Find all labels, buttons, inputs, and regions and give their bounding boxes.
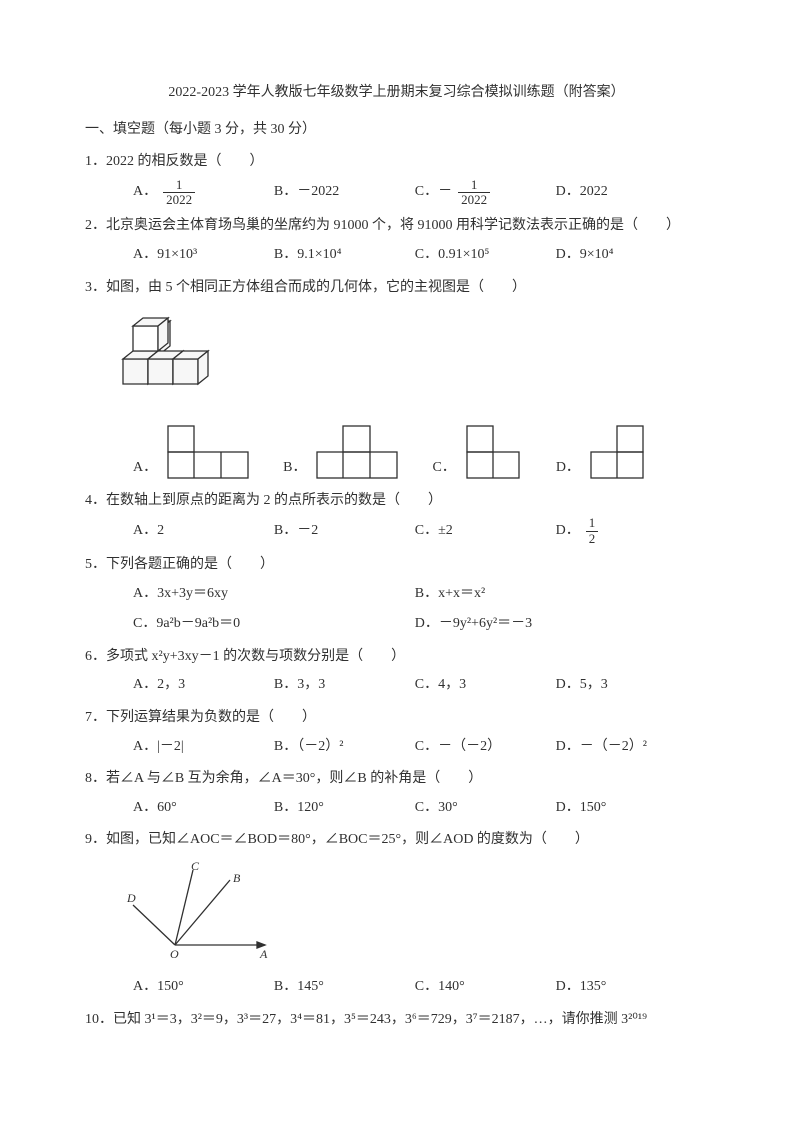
q3-opt-c: C．: [432, 422, 525, 482]
q2-opt-d: D．9×10⁴: [556, 242, 697, 269]
page-title: 2022-2023 学年人教版七年级数学上册期末复习综合模拟训练题（附答案）: [85, 80, 708, 107]
q6-opt-b: B．3，3: [274, 672, 415, 699]
q9-options: A．150° B．145° C．140° D．135°: [133, 974, 708, 1001]
q8-options: A．60° B．120° C．30° D．150°: [133, 795, 708, 822]
q8-opt-b: B．120°: [274, 795, 415, 822]
q5-opt-a: A．3x+3y＝6xy: [133, 581, 415, 608]
q2-options: A．91×10³ B．9.1×10⁴ C．0.91×10⁵ D．9×10⁴: [133, 242, 708, 269]
q10-stem: 10．已知 3¹＝3，3²＝9，3³＝27，3⁴＝81，3⁵＝243，3⁶＝72…: [85, 1007, 708, 1034]
q5-opt-b: B．x+x＝x²: [415, 581, 697, 608]
q2-opt-a: A．91×10³: [133, 242, 274, 269]
frac-den: 2: [586, 532, 599, 546]
q6-opt-c: C．4，3: [415, 672, 556, 699]
q3-opt-a: A．: [133, 422, 253, 482]
q9-figure: D C B O A: [125, 860, 708, 971]
q3-view-c-icon: [462, 422, 526, 482]
q3-view-a-icon: [163, 422, 253, 482]
q5-options-row2: C．9a²b－9a²b＝0 D．－9y²+6y²＝－3: [133, 611, 708, 638]
q3-view-b-icon: [312, 422, 402, 482]
q8-opt-a: A．60°: [133, 795, 274, 822]
q4-opt-c: C．±2: [415, 516, 556, 546]
frac-den: 2022: [458, 193, 490, 207]
q3-opt-d: D．: [556, 422, 650, 482]
q7-opt-b: B．（－2）²: [274, 734, 415, 761]
q1-opt-a: A． 1 2022: [133, 178, 274, 208]
q6-opt-d: D．5，3: [556, 672, 697, 699]
q7-stem: 7．下列运算结果为负数的是（ ）: [85, 705, 708, 732]
q1-opt-c: C．－ 1 2022: [415, 178, 556, 208]
q8-opt-d: D．150°: [556, 795, 697, 822]
q5-opt-d: D．－9y²+6y²＝－3: [415, 611, 697, 638]
frac-num: 1: [458, 178, 490, 193]
q4-opt-b: B．－2: [274, 516, 415, 546]
q5-options-row1: A．3x+3y＝6xy B．x+x＝x²: [133, 581, 708, 608]
q2-stem: 2．北京奥运会主体育场鸟巢的坐席约为 91000 个，将 91000 用科学记数…: [85, 213, 708, 240]
q3-opt-b: B．: [283, 422, 402, 482]
q1-opt-d: D．2022: [556, 178, 697, 208]
q1-opt-b: B．－2022: [274, 178, 415, 208]
q3-options: A． B． C．: [133, 422, 708, 482]
q4-d-pre: D．: [556, 518, 580, 545]
q3-d-label: D．: [556, 455, 580, 482]
label-A: A: [259, 947, 268, 960]
frac-den: 2022: [163, 193, 195, 207]
frac-num: 1: [586, 516, 599, 531]
q9-opt-c: C．140°: [415, 974, 556, 1001]
q2-opt-c: C．0.91×10⁵: [415, 242, 556, 269]
q7-opt-a: A．|－2|: [133, 734, 274, 761]
q9-opt-d: D．135°: [556, 974, 697, 1001]
q6-stem: 6．多项式 x²y+3xy－1 的次数与项数分别是（ ）: [85, 644, 708, 671]
q3-stem: 3．如图，由 5 个相同正方体组合而成的几何体，它的主视图是（ ）: [85, 275, 708, 302]
q7-opt-d: D．－（－2）²: [556, 734, 697, 761]
label-O: O: [170, 947, 179, 960]
q7-options: A．|－2| B．（－2）² C．－（－2） D．－（－2）²: [133, 734, 708, 761]
q1-c-pre: C．－: [415, 179, 452, 206]
q6-opt-a: A．2，3: [133, 672, 274, 699]
q1-stem: 1．2022 的相反数是（ ）: [85, 149, 708, 176]
q6-options: A．2，3 B．3，3 C．4，3 D．5，3: [133, 672, 708, 699]
label-C: C: [191, 860, 200, 873]
q3-c-label: C．: [432, 455, 455, 482]
q4-opt-d: D． 1 2: [556, 516, 697, 546]
q8-opt-c: C．30°: [415, 795, 556, 822]
q8-stem: 8．若∠A 与∠B 互为余角，∠A＝30°，则∠B 的补角是（ ）: [85, 766, 708, 793]
section-heading: 一、填空题（每小题 3 分，共 30 分）: [85, 117, 708, 144]
q4-options: A．2 B．－2 C．±2 D． 1 2: [133, 516, 708, 546]
q3-view-d-icon: [586, 422, 650, 482]
q2-opt-b: B．9.1×10⁴: [274, 242, 415, 269]
q3-figure-3d: [115, 309, 235, 410]
q4-stem: 4．在数轴上到原点的距离为 2 的点所表示的数是（ ）: [85, 488, 708, 515]
q9-opt-b: B．145°: [274, 974, 415, 1001]
q7-opt-c: C．－（－2）: [415, 734, 556, 761]
q9-opt-a: A．150°: [133, 974, 274, 1001]
fraction: 1 2022: [163, 178, 195, 208]
q5-opt-c: C．9a²b－9a²b＝0: [133, 611, 415, 638]
q5-stem: 5．下列各题正确的是（ ）: [85, 552, 708, 579]
fraction: 1 2022: [458, 178, 490, 208]
q9-stem: 9．如图，已知∠AOC＝∠BOD＝80°，∠BOC＝25°，则∠AOD 的度数为…: [85, 827, 708, 854]
frac-num: 1: [163, 178, 195, 193]
q1-options: A． 1 2022 B．－2022 C．－ 1 2022 D．2022: [133, 178, 708, 208]
q3-a-label: A．: [133, 455, 157, 482]
label-D: D: [126, 891, 136, 905]
q1-a-label: A．: [133, 179, 157, 206]
fraction: 1 2: [586, 516, 599, 546]
label-B: B: [233, 871, 241, 885]
q3-b-label: B．: [283, 455, 306, 482]
q4-opt-a: A．2: [133, 516, 274, 546]
